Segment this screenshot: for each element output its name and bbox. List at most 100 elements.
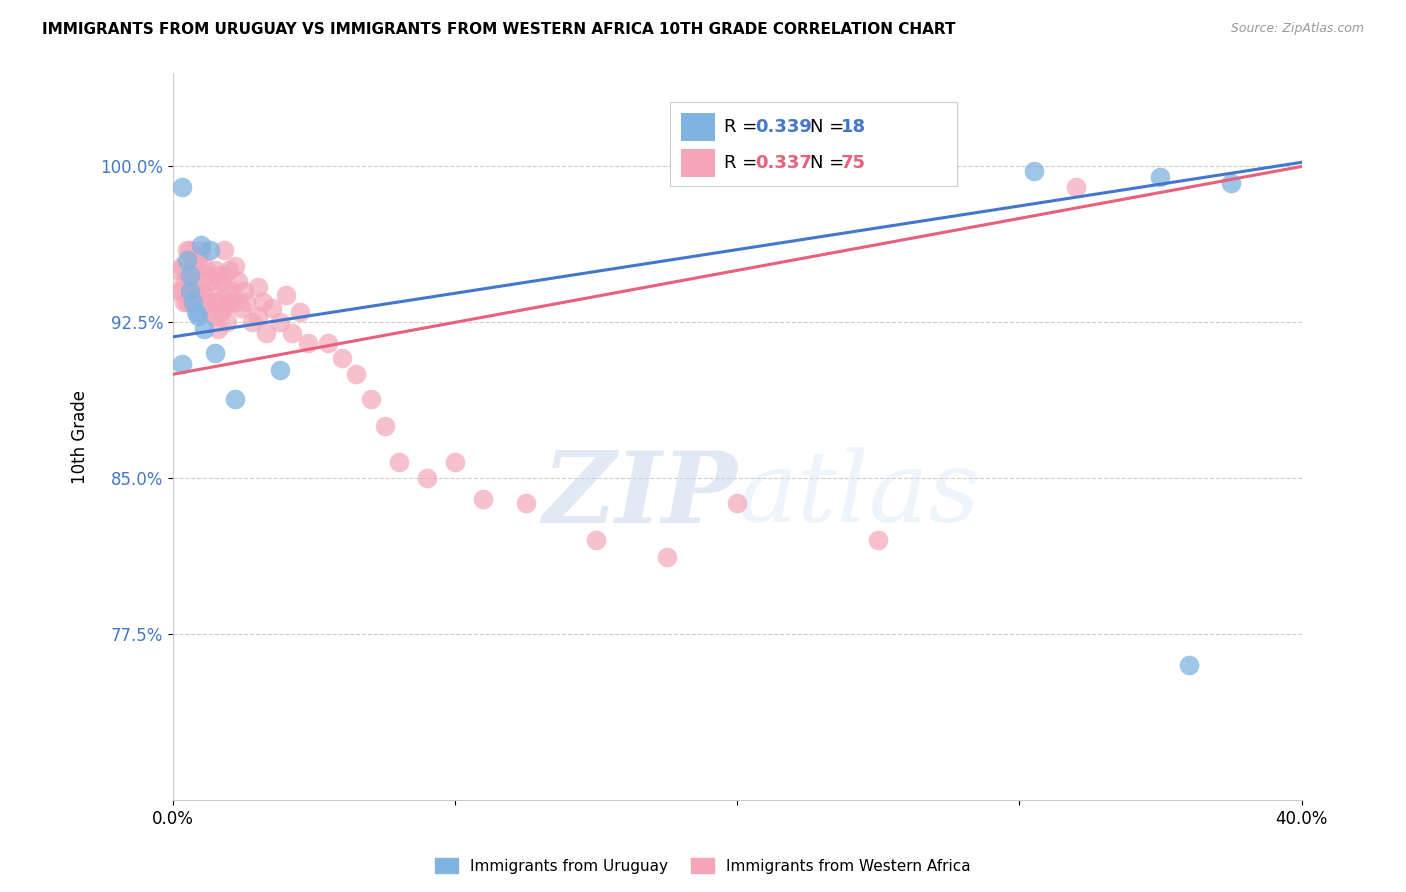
- Point: [725, 496, 748, 510]
- Point: [198, 305, 221, 319]
- Point: [224, 294, 246, 309]
- Point: [226, 274, 249, 288]
- Point: [1064, 180, 1087, 194]
- Point: [198, 243, 221, 257]
- Point: [280, 326, 302, 340]
- Text: Source: ZipAtlas.com: Source: ZipAtlas.com: [1230, 22, 1364, 36]
- Point: [201, 309, 224, 323]
- FancyBboxPatch shape: [681, 149, 714, 177]
- Point: [207, 268, 229, 282]
- Point: [215, 315, 238, 329]
- Point: [201, 284, 224, 298]
- Point: [868, 533, 890, 548]
- Point: [181, 284, 204, 298]
- Point: [316, 336, 339, 351]
- Point: [179, 243, 201, 257]
- Point: [212, 243, 235, 257]
- Text: N =: N =: [810, 154, 849, 172]
- Point: [388, 454, 411, 468]
- Point: [198, 274, 221, 288]
- Point: [181, 294, 204, 309]
- Point: [515, 496, 537, 510]
- Point: [288, 305, 311, 319]
- Point: [416, 471, 439, 485]
- Text: 0.337: 0.337: [755, 154, 813, 172]
- Point: [173, 294, 195, 309]
- Point: [209, 274, 232, 288]
- Point: [184, 263, 207, 277]
- Point: [176, 252, 198, 267]
- Point: [176, 268, 198, 282]
- Point: [179, 284, 201, 298]
- Point: [184, 305, 207, 319]
- Point: [176, 294, 198, 309]
- Point: [1177, 658, 1199, 673]
- Point: [190, 238, 212, 252]
- Point: [190, 274, 212, 288]
- Point: [176, 243, 198, 257]
- Text: IMMIGRANTS FROM URUGUAY VS IMMIGRANTS FROM WESTERN AFRICA 10TH GRADE CORRELATION: IMMIGRANTS FROM URUGUAY VS IMMIGRANTS FR…: [42, 22, 956, 37]
- Point: [269, 363, 291, 377]
- Point: [218, 294, 240, 309]
- Point: [297, 336, 319, 351]
- Point: [193, 288, 215, 302]
- Point: [274, 288, 297, 302]
- Point: [655, 550, 678, 565]
- Point: [195, 294, 218, 309]
- Point: [1022, 163, 1045, 178]
- Point: [204, 263, 226, 277]
- Point: [204, 294, 226, 309]
- Text: 75: 75: [841, 154, 866, 172]
- Point: [187, 309, 209, 323]
- Point: [179, 268, 201, 282]
- Point: [204, 346, 226, 360]
- Point: [1149, 169, 1171, 184]
- Point: [167, 263, 190, 277]
- Point: [209, 305, 232, 319]
- Point: [179, 294, 201, 309]
- Point: [167, 284, 190, 298]
- Point: [346, 368, 368, 382]
- Point: [246, 309, 269, 323]
- Text: ZIP: ZIP: [543, 447, 737, 543]
- Point: [252, 294, 274, 309]
- FancyBboxPatch shape: [681, 113, 714, 141]
- Point: [235, 294, 257, 309]
- Point: [195, 268, 218, 282]
- Point: [207, 321, 229, 335]
- Text: R =: R =: [724, 118, 763, 136]
- Point: [585, 533, 607, 548]
- Point: [1220, 176, 1243, 190]
- Point: [215, 284, 238, 298]
- FancyBboxPatch shape: [669, 102, 957, 186]
- Point: [374, 419, 396, 434]
- Text: 0.339: 0.339: [755, 118, 813, 136]
- Point: [221, 284, 243, 298]
- Text: N =: N =: [810, 118, 849, 136]
- Point: [472, 491, 495, 506]
- Y-axis label: 10th Grade: 10th Grade: [72, 390, 89, 483]
- Legend: Immigrants from Uruguay, Immigrants from Western Africa: Immigrants from Uruguay, Immigrants from…: [429, 852, 977, 880]
- Point: [218, 263, 240, 277]
- Point: [190, 243, 212, 257]
- Point: [212, 268, 235, 282]
- Text: atlas: atlas: [737, 447, 980, 542]
- Point: [170, 180, 193, 194]
- Point: [444, 454, 467, 468]
- Point: [170, 284, 193, 298]
- Point: [193, 321, 215, 335]
- Point: [179, 268, 201, 282]
- Point: [181, 252, 204, 267]
- Point: [170, 357, 193, 371]
- Point: [229, 301, 252, 315]
- Point: [224, 259, 246, 273]
- Point: [184, 288, 207, 302]
- Point: [173, 274, 195, 288]
- Point: [254, 326, 277, 340]
- Text: 18: 18: [841, 118, 866, 136]
- Text: R =: R =: [724, 154, 763, 172]
- Point: [212, 301, 235, 315]
- Point: [360, 392, 382, 407]
- Point: [260, 301, 283, 315]
- Point: [187, 284, 209, 298]
